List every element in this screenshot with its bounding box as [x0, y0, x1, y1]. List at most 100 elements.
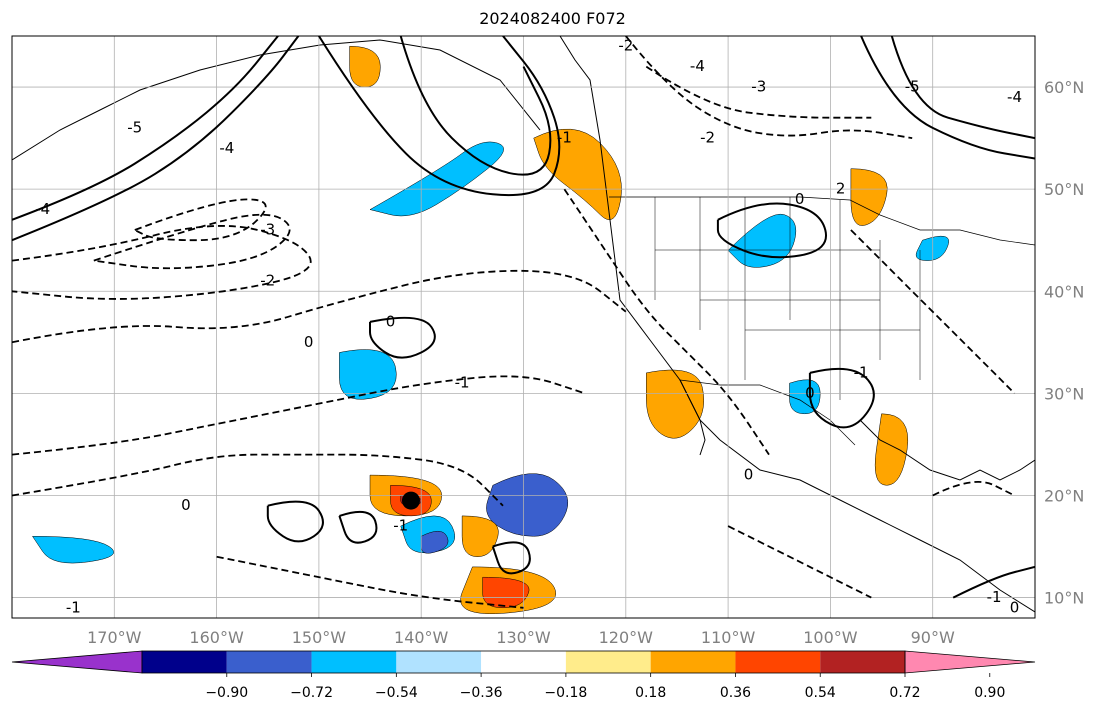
dashed-contour	[12, 269, 627, 344]
dashed-contour	[645, 65, 872, 119]
graticule	[12, 36, 1035, 618]
colorbar-segment	[311, 651, 397, 673]
colorbar-low-extend	[11, 650, 143, 674]
shaded-region	[850, 168, 888, 226]
lat-tick-label: 30°N	[1044, 384, 1084, 403]
solid-contour	[338, 510, 378, 544]
colorbar-tick-label: 0.18	[635, 685, 666, 701]
height-anomaly-contours	[12, 36, 1035, 609]
lon-tick-label: 90°W	[911, 628, 955, 647]
lat-tick-label: 50°N	[1044, 180, 1084, 199]
solid-contour	[318, 36, 561, 197]
solid-contour	[890, 36, 1035, 140]
colorbar-segment	[735, 651, 821, 673]
solid-contour	[399, 36, 552, 176]
colorbar-segment	[565, 651, 651, 673]
colorbar: −0.90 −0.72 −0.54 −0.36 −0.18 0.18 0.36 0.54 0.7…	[11, 650, 1036, 701]
colorbar-tick-label: −0.18	[544, 685, 587, 701]
contour-labels: 000-1-1-1-2-3-4-5-4-3-4-2-1 -2-5-4020-10-…	[35, 37, 1022, 617]
solid-contour	[716, 202, 828, 259]
shaded-region	[646, 369, 705, 439]
solid-contour	[952, 565, 1035, 599]
contour-label: -4	[219, 139, 234, 157]
axis-labels: 170°W 160°W 150°W 140°W 130°W 120°W 110°W 100°W…	[87, 78, 1084, 647]
colorbar-tick-label: 0.72	[889, 685, 920, 701]
lon-tick-label: 110°W	[701, 628, 756, 647]
lon-tick-label: 160°W	[189, 628, 244, 647]
contour-label: 0	[805, 384, 815, 402]
contour-label: 2	[836, 180, 846, 198]
shaded-region	[461, 515, 499, 557]
colorbar-high-extend	[904, 650, 1036, 674]
contour-label: 0	[744, 466, 754, 484]
colorbar-tick-label: −0.72	[290, 685, 333, 701]
dashed-contour	[134, 198, 267, 242]
contour-label: 0	[386, 312, 396, 330]
contour-label: -4	[35, 200, 50, 218]
contour-label: -1	[557, 129, 572, 147]
dashed-contour	[216, 555, 524, 609]
dashed-contour	[12, 375, 586, 456]
lat-tick-label: 20°N	[1044, 486, 1084, 505]
contour-label: -1	[455, 374, 470, 392]
colorbar-segment	[820, 651, 905, 673]
dashed-contour	[727, 525, 872, 599]
colorbar-segment	[396, 651, 482, 673]
solid-contour	[369, 316, 436, 359]
dashed-contour	[12, 453, 504, 507]
contour-label: 0	[181, 496, 191, 514]
contour-label: -4	[690, 57, 705, 75]
center-markers	[401, 491, 420, 510]
solid-contour	[491, 541, 531, 575]
lon-tick-label: 130°W	[496, 628, 551, 647]
contour-label: -1	[854, 363, 869, 381]
shaded-region	[339, 349, 397, 400]
shaded-region	[369, 141, 504, 217]
colorbar-tick-label: −0.54	[375, 685, 418, 701]
political-borders	[609, 196, 1035, 446]
colorbar-segment	[142, 651, 227, 673]
contour-label: -2	[260, 272, 275, 290]
contour-label: -1	[393, 517, 408, 535]
colorbar-frame	[141, 650, 906, 674]
contour-label: -5	[905, 78, 920, 96]
colorbar-segment	[226, 651, 312, 673]
shaded-region	[32, 536, 114, 564]
contour-label: -1	[987, 588, 1002, 606]
colorbar-segment	[481, 651, 566, 673]
colorbar-tick-label: −0.90	[205, 685, 248, 701]
us-canada-border	[609, 196, 1035, 246]
colorbar-tick-label: −0.36	[460, 685, 503, 701]
shaded-region	[533, 128, 622, 220]
shaded-region	[482, 576, 530, 609]
lat-tick-label: 10°N	[1044, 589, 1084, 608]
dashed-contour	[850, 229, 1016, 395]
solid-contour	[860, 36, 1035, 160]
dashed-contour	[93, 213, 291, 270]
shaded-region	[874, 413, 909, 486]
contour-label: -1	[66, 598, 81, 616]
colorbar-segment	[650, 651, 736, 673]
colorbar-tick-label: 0.36	[720, 685, 751, 701]
dashed-contour	[12, 225, 312, 300]
contour-label: 0	[1010, 598, 1020, 616]
shaded-region	[349, 45, 381, 88]
solid-contour	[12, 36, 279, 221]
lat-tick-label: 40°N	[1044, 282, 1084, 301]
map-frame	[11, 35, 1036, 619]
contour-label: 0	[304, 333, 314, 351]
lon-tick-label: 140°W	[394, 628, 449, 647]
contour-label: -2	[700, 129, 715, 147]
state-borders	[654, 197, 921, 400]
dashed-contour	[625, 36, 913, 139]
shaded-region	[420, 530, 449, 554]
gulf-coastline	[859, 419, 1035, 481]
solid-contour	[266, 500, 324, 543]
contour-label: 0	[795, 190, 805, 208]
contour-label: -5	[127, 118, 142, 136]
colorbar-tick-label: 0.54	[805, 685, 836, 701]
solid-contour	[12, 36, 300, 242]
colorbar-tick-label: 0.90	[974, 685, 1005, 701]
contour-label: -4	[1007, 88, 1022, 106]
dashed-contour	[563, 188, 770, 456]
